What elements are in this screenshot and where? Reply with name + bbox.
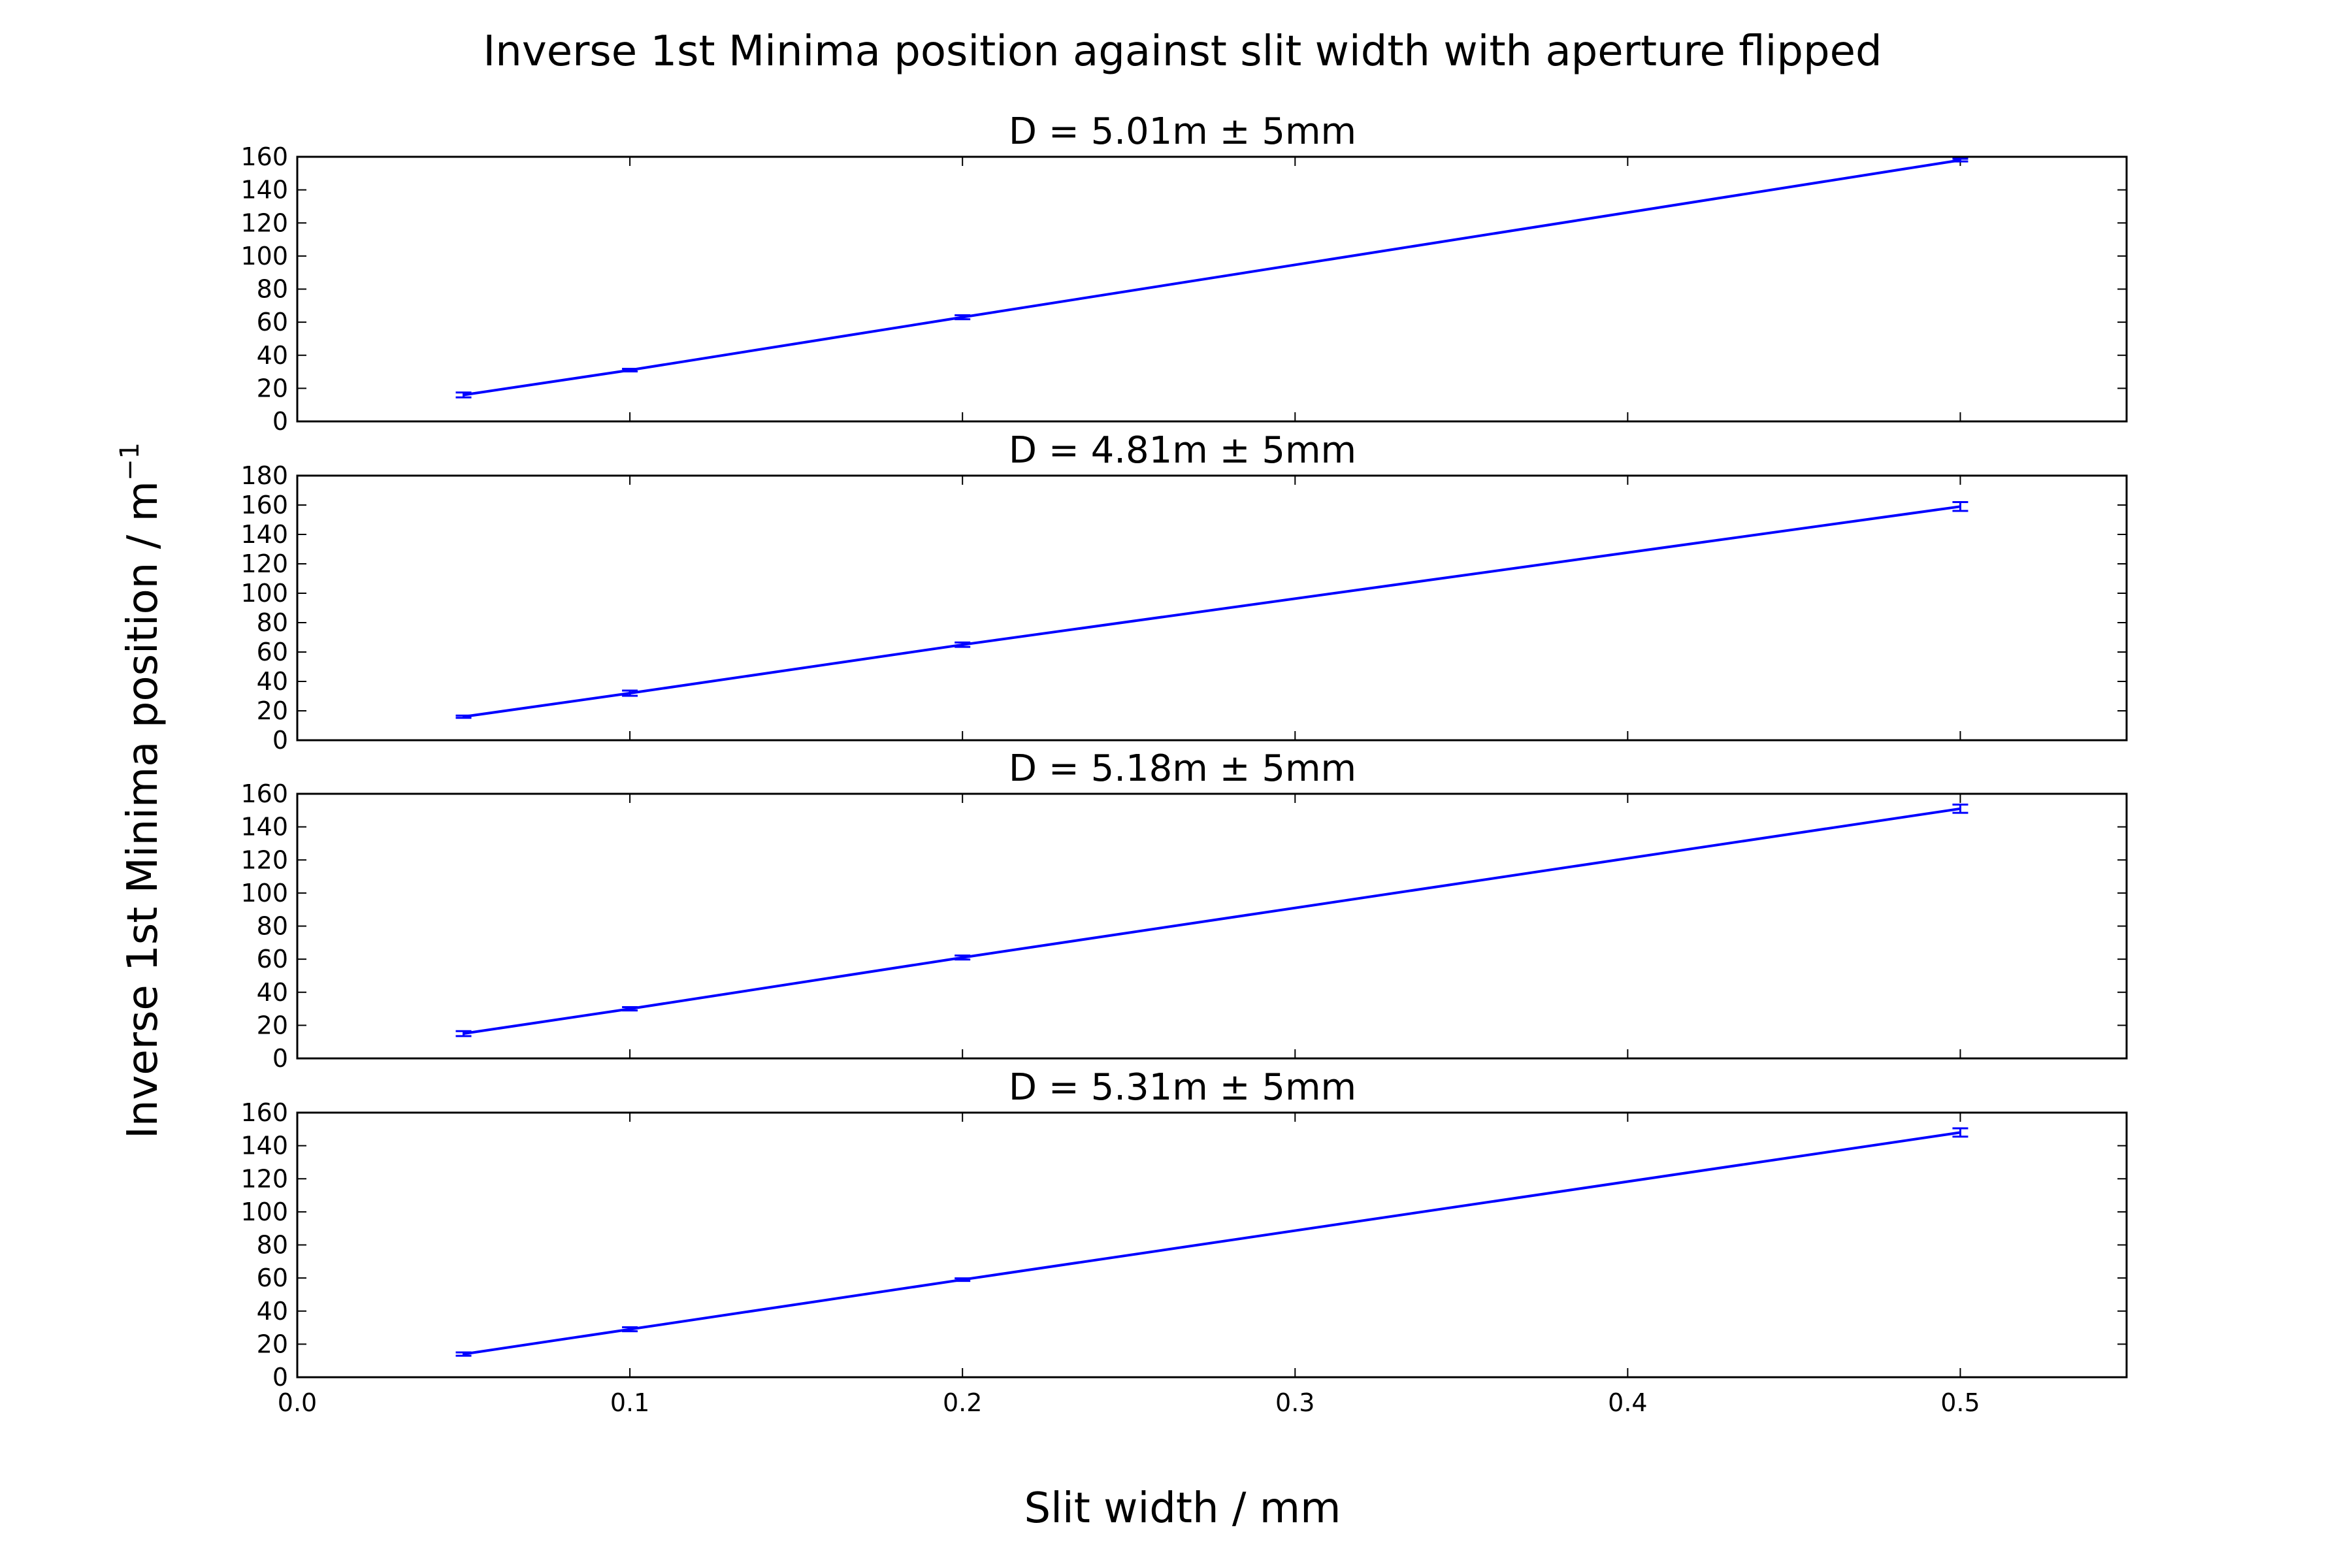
y-tick-label: 120 [240,208,288,237]
y-tick-label: 140 [240,176,288,204]
y-tick-label: 60 [257,945,288,973]
y-tick-label: 180 [240,461,288,490]
y-axis-label-main: Inverse 1st Minima position / m [119,481,167,1139]
y-tick-label: 120 [240,845,288,874]
y-tick-label: 100 [240,579,288,608]
y-tick-label: 40 [257,341,288,370]
series-line [463,1131,1961,1356]
series-line [463,807,1961,1035]
y-tick-label: 80 [257,608,288,637]
y-tick-label: 40 [257,978,288,1007]
y-tick-label: 120 [240,549,288,578]
y-tick-label: 60 [257,308,288,336]
x-axis-label: Slit width / mm [1024,1484,1341,1533]
x-tick-label: 0.0 [278,1388,317,1417]
y-tick-label: 100 [240,242,288,270]
y-tick-label: 140 [240,1132,288,1160]
y-tick-label: 140 [240,813,288,841]
series-line [463,159,1961,397]
y-tick-label: 20 [257,1330,288,1358]
y-tick-label: 0 [272,1363,288,1392]
subplot-title: D = 5.31m ± 5mm [1009,1066,1356,1109]
figure-title: Inverse 1st Minima position against slit… [483,27,1882,76]
subplot-title: D = 5.18m ± 5mm [1009,747,1356,790]
y-tick-label: 160 [240,1098,288,1127]
y-axis-label: Inverse 1st Minima position / m−1 [115,442,167,1139]
subplot-4: D = 5.31m ± 5mm 0 20 40 60 80 100 120 140 160 0.0 0… [240,1066,2128,1417]
y-tick-label: 160 [240,142,288,171]
y-tick-label: 160 [240,779,288,808]
y-tick-label: 20 [257,374,288,402]
y-tick-label: 20 [257,1011,288,1039]
y-axis-label-superscript: −1 [115,442,145,481]
y-tick-label: 100 [240,1198,288,1226]
y-tick-label: 0 [272,1044,288,1073]
y-tick-label: 40 [257,1297,288,1326]
subplot-title: D = 4.81m ± 5mm [1009,429,1356,472]
y-tick-label: 80 [257,912,288,941]
x-tick-label: 0.5 [1940,1388,1980,1417]
series-line [463,505,1961,718]
y-tick-label: 140 [240,520,288,549]
x-tick-label: 0.4 [1608,1388,1647,1417]
y-tick-label: 0 [272,726,288,755]
y-tick-label: 60 [257,638,288,666]
x-tick-label: 0.2 [943,1388,982,1417]
plot-frame [296,155,2128,423]
y-tick-label: 100 [240,879,288,907]
y-tick-label: 60 [257,1264,288,1292]
x-tick-label: 0.1 [610,1388,649,1417]
subplot-3: D = 5.18m ± 5mm 0 20 40 60 80 100 120 140 160 [240,747,2128,1073]
y-tick-label: 120 [240,1164,288,1193]
y-tick-label: 160 [240,491,288,519]
y-tick-label: 40 [257,667,288,696]
subplot-title: D = 5.01m ± 5mm [1009,110,1356,153]
y-tick-label: 80 [257,1231,288,1260]
x-tick-label: 0.3 [1275,1388,1315,1417]
plot-frame [296,474,2128,742]
y-tick-label: 80 [257,275,288,304]
subplot-1: D = 5.01m ± 5mm 0 20 40 60 80 100 120 140 160 [240,110,2128,436]
y-tick-label: 0 [272,407,288,436]
y-tick-label: 20 [257,696,288,725]
